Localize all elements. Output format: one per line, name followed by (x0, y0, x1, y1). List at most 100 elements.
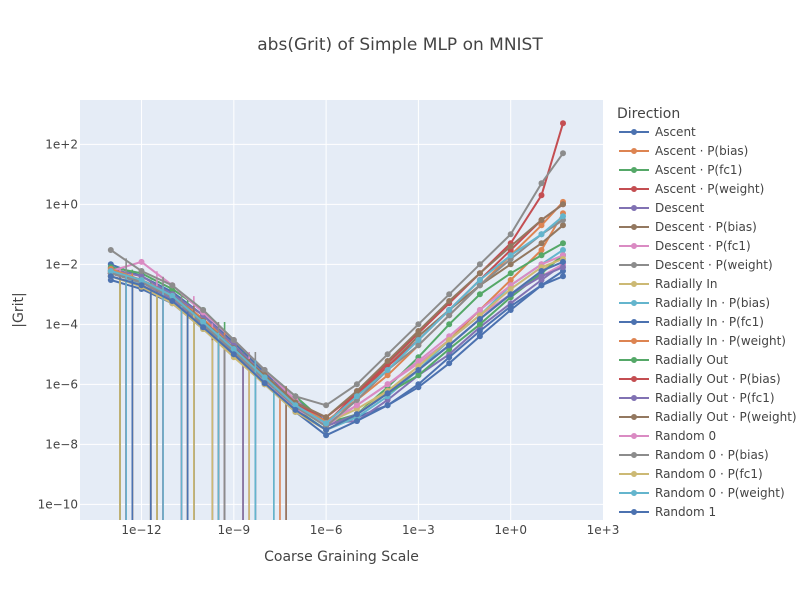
data-point (230, 351, 237, 358)
legend-item[interactable]: Random 0 (619, 429, 716, 443)
data-point (353, 418, 360, 424)
legend-swatch-marker (631, 281, 637, 287)
legend-item[interactable]: Random 0 · P(fc1) (619, 467, 763, 481)
legend-item[interactable]: Ascent · P(weight) (619, 182, 764, 196)
legend-item[interactable]: Radially In · P(bias) (619, 296, 770, 310)
series-line (110, 152, 564, 407)
legend-label: Radially Out · P(bias) (655, 372, 781, 386)
data-point (476, 316, 483, 322)
data-point (507, 277, 514, 283)
legend-label: Radially In · P(fc1) (655, 315, 764, 329)
legend-swatch-marker (631, 205, 637, 211)
legend-label: Random 0 · P(bias) (655, 448, 769, 462)
data-point (476, 328, 483, 334)
data-point (415, 381, 422, 388)
data-point (560, 201, 566, 208)
data-point (476, 291, 483, 298)
data-point (384, 351, 391, 358)
data-point (446, 354, 453, 361)
data-point (538, 240, 545, 247)
legend-item[interactable]: Ascent (619, 125, 696, 139)
data-point (476, 277, 483, 283)
legend-item[interactable]: Random 0 · P(weight) (619, 486, 785, 500)
data-point (446, 312, 453, 319)
legend-item[interactable]: Descent · P(fc1) (619, 239, 751, 253)
data-point (415, 328, 422, 334)
data-point (446, 307, 453, 313)
data-point (138, 277, 145, 283)
data-point (353, 393, 360, 400)
data-point (415, 358, 422, 364)
legend-label: Radially In · P(weight) (655, 334, 786, 348)
x-axis-label: Coarse Graining Scale (264, 549, 419, 565)
y-tick-label: 1e+0 (45, 197, 78, 211)
data-point (230, 337, 237, 343)
legend-item[interactable]: Descent · P(weight) (619, 258, 773, 272)
legend-label: Ascent · P(weight) (655, 182, 764, 196)
data-point (538, 282, 545, 289)
data-point (538, 268, 545, 274)
y-tick-label: 1e−10 (38, 497, 78, 511)
legend-label: Random 0 (655, 429, 716, 443)
data-point (292, 406, 299, 413)
legend-swatch-marker (631, 452, 637, 458)
legend-swatch-marker (631, 414, 637, 420)
legend-item[interactable]: Radially Out · P(fc1) (619, 391, 775, 405)
legend-label: Descent · P(fc1) (655, 239, 751, 253)
data-point (138, 258, 145, 265)
data-point (107, 247, 114, 253)
legend-item[interactable]: Radially In (619, 277, 717, 291)
legend-swatch-marker (631, 148, 637, 154)
legend: Direction Ascent Ascent · P(bias) Ascent ·… (617, 106, 797, 519)
data-point (560, 240, 566, 247)
data-point (323, 427, 330, 433)
data-point (538, 217, 545, 223)
legend-swatch-marker (631, 433, 637, 439)
legend-item[interactable]: Radially In · P(fc1) (619, 315, 764, 329)
y-tick-label: 1e−6 (45, 377, 78, 391)
legend-swatch-marker (631, 338, 637, 344)
y-tick-label: 1e−2 (45, 257, 78, 271)
legend-item[interactable]: Ascent · P(bias) (619, 144, 748, 158)
legend-item[interactable]: Descent · P(bias) (619, 220, 757, 234)
data-point (353, 388, 360, 394)
data-point (476, 261, 483, 268)
legend-swatch-marker (631, 167, 637, 173)
data-point (384, 402, 391, 409)
legend-swatch-marker (631, 509, 637, 515)
data-point (292, 402, 299, 409)
data-point (507, 291, 514, 298)
legend-swatch-marker (631, 319, 637, 325)
legend-item[interactable]: Radially Out · P(weight) (619, 410, 797, 424)
legend-item[interactable]: Radially Out (619, 353, 728, 367)
legend-item[interactable]: Descent (619, 201, 704, 215)
data-point (169, 298, 176, 304)
legend-swatch-marker (631, 395, 637, 401)
data-point (138, 282, 145, 289)
data-point (507, 261, 514, 268)
legend-item[interactable]: Ascent · P(fc1) (619, 163, 742, 177)
data-point (261, 374, 268, 381)
data-point (507, 270, 514, 277)
plot-area (80, 100, 603, 520)
data-point (107, 273, 114, 280)
legend-label: Random 0 · P(fc1) (655, 467, 763, 481)
data-point (169, 282, 176, 289)
data-point (415, 337, 422, 343)
legend-item[interactable]: Radially Out · P(bias) (619, 372, 781, 386)
chart-title: abs(Grit) of Simple MLP on MNIST (257, 35, 543, 55)
data-point (476, 321, 483, 328)
legend-item[interactable]: Radially In · P(weight) (619, 334, 786, 348)
legend-title: Direction (617, 106, 680, 122)
x-tick-label: 1e−6 (310, 523, 343, 537)
y-tick-label: 1e−8 (45, 437, 78, 451)
x-tick-label: 1e+0 (494, 523, 527, 537)
legend-label: Descent · P(bias) (655, 220, 757, 234)
data-point (384, 381, 391, 388)
data-point (560, 222, 566, 229)
data-point (560, 247, 566, 253)
legend-item[interactable]: Random 0 · P(bias) (619, 448, 769, 462)
legend-item[interactable]: Random 1 (619, 505, 716, 519)
data-point (384, 367, 391, 373)
legend-label: Ascent · P(fc1) (655, 163, 742, 177)
